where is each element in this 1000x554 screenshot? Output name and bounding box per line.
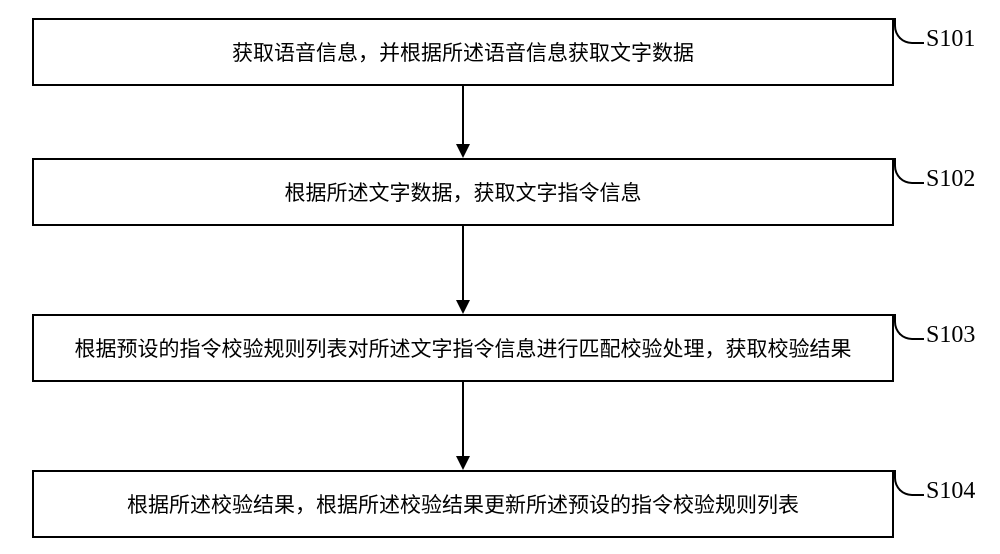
arrow-head-icon [456, 456, 470, 470]
label-connector [894, 18, 924, 44]
step-label: S101 [926, 26, 975, 53]
label-connector [894, 470, 924, 496]
step-text: 根据所述校验结果，根据所述校验结果更新所述预设的指令校验规则列表 [127, 489, 799, 519]
label-connector [894, 314, 924, 340]
step-box-s104: 根据所述校验结果，根据所述校验结果更新所述预设的指令校验规则列表 [32, 470, 894, 538]
arrow-head-icon [456, 300, 470, 314]
step-text: 根据预设的指令校验规则列表对所述文字指令信息进行匹配校验处理，获取校验结果 [75, 333, 852, 363]
arrow-line [462, 382, 464, 456]
step-label: S102 [926, 166, 975, 193]
step-box-s102: 根据所述文字数据，获取文字指令信息 [32, 158, 894, 226]
label-connector [894, 158, 924, 184]
arrow-line [462, 226, 464, 300]
step-label: S103 [926, 322, 975, 349]
step-text: 根据所述文字数据，获取文字指令信息 [285, 177, 642, 207]
flowchart-canvas: 获取语音信息，并根据所述语音信息获取文字数据 S101 根据所述文字数据，获取文字指… [0, 0, 1000, 554]
step-label: S104 [926, 478, 975, 505]
arrow-head-icon [456, 144, 470, 158]
step-text: 获取语音信息，并根据所述语音信息获取文字数据 [232, 37, 694, 67]
step-box-s103: 根据预设的指令校验规则列表对所述文字指令信息进行匹配校验处理，获取校验结果 [32, 314, 894, 382]
step-box-s101: 获取语音信息，并根据所述语音信息获取文字数据 [32, 18, 894, 86]
arrow-line [462, 86, 464, 144]
